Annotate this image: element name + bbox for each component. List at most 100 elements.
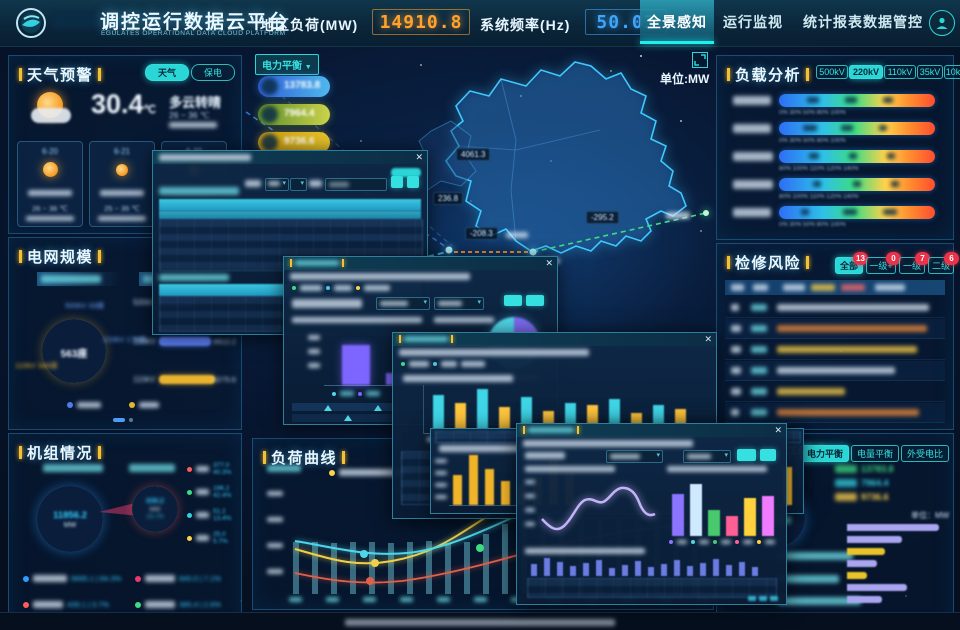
- risk-row[interactable]: [725, 403, 945, 423]
- query-button[interactable]: [391, 176, 403, 188]
- nav-tab-reports[interactable]: 统计报表: [803, 14, 863, 30]
- close-icon[interactable]: ✕: [545, 258, 553, 268]
- forecast-date: 6-20: [41, 147, 58, 156]
- map-expand-icon[interactable]: [692, 52, 708, 68]
- close-icon[interactable]: ✕: [774, 425, 782, 435]
- app-subtitle: EGULATES OPERATIONAL DATA CLOUD PLATFORM: [101, 30, 286, 37]
- close-icon[interactable]: ✕: [415, 152, 423, 162]
- popup-titlebar[interactable]: [393, 333, 716, 346]
- data-table[interactable]: [527, 578, 777, 598]
- redacted-ytick: [525, 508, 535, 512]
- redacted-ytick: [308, 335, 320, 340]
- redacted-popup-subtitle: [523, 440, 693, 447]
- sun-icon: [116, 164, 128, 176]
- query-button[interactable]: [504, 295, 522, 306]
- popup-select[interactable]: [606, 450, 663, 463]
- risk-row[interactable]: [725, 361, 945, 381]
- region-load-label: 地区负荷(MW): [260, 17, 359, 33]
- weather-tab-power[interactable]: 保电: [191, 64, 235, 81]
- risk-badge: 7: [915, 252, 930, 265]
- pill-icon: [261, 106, 278, 123]
- risk-filter-l1[interactable]: 一级 7: [899, 252, 930, 274]
- nav-active-underline: [640, 41, 714, 44]
- redacted-ytick: [525, 480, 535, 484]
- redacted-popup-subtitle: [290, 273, 470, 280]
- voltage-tab-110[interactable]: 110kV: [884, 65, 916, 79]
- redacted-station-name: [506, 232, 528, 238]
- nav-tab-panorama[interactable]: 全景感知: [640, 0, 714, 44]
- grid-nodes: [445, 210, 709, 256]
- user-icon: [936, 17, 948, 29]
- reset-button[interactable]: [760, 449, 776, 461]
- close-icon[interactable]: ✕: [704, 334, 712, 344]
- popup-select[interactable]: [434, 297, 484, 310]
- side-legend-item: 25.0 5.7%: [187, 531, 228, 545]
- pagination[interactable]: [748, 596, 778, 601]
- popup-titlebar[interactable]: [153, 151, 427, 164]
- voltage-tab-500[interactable]: 500kV: [816, 65, 848, 79]
- load-analysis-panel: 负载分析 500kV 220kV 110kV 35kV 10kV 0% 30% …: [716, 55, 960, 240]
- redacted-section-label: [403, 375, 513, 382]
- popup-titlebar[interactable]: [284, 257, 557, 270]
- map-pill-provincial[interactable]: 13783.8: [258, 76, 330, 97]
- risk-row[interactable]: [725, 340, 945, 360]
- popup-toolbar[interactable]: [401, 361, 485, 367]
- bar-220kv: [159, 337, 211, 346]
- risk-row[interactable]: [725, 319, 945, 339]
- voltage-tab-35[interactable]: 35kV: [917, 65, 943, 79]
- reset-button[interactable]: [526, 295, 544, 306]
- weather-tab-weather[interactable]: 天气: [145, 64, 189, 81]
- risk-filter-all[interactable]: 全部 13: [835, 252, 868, 274]
- balance-tab-power[interactable]: 电力平衡: [801, 445, 849, 462]
- search-input[interactable]: [325, 178, 387, 191]
- day-select[interactable]: [290, 178, 307, 191]
- popup-toolbar[interactable]: [292, 285, 390, 291]
- user-avatar[interactable]: [929, 10, 955, 36]
- header: 调控运行数据云平台 EGULATES OPERATIONAL DATA CLOU…: [0, 0, 960, 47]
- balance-unit: 单位：MW: [911, 511, 950, 520]
- balance-tab-energy[interactable]: 电量平衡: [851, 445, 899, 462]
- bottom-legend-item: 385.4 | 2.6%: [135, 600, 221, 609]
- bar-value: 4912.2: [213, 337, 236, 346]
- redacted-wind: [26, 216, 74, 221]
- nav-tab-monitoring[interactable]: 运行监视: [723, 14, 783, 30]
- forecast-date: 6-21: [113, 147, 130, 156]
- popup-link-button[interactable]: [391, 168, 421, 177]
- redacted-info-line: [434, 317, 494, 323]
- map-balance-dropdown[interactable]: 电力平衡 ▼: [255, 54, 319, 75]
- pager-dot[interactable]: [129, 418, 133, 422]
- reset-button[interactable]: [407, 176, 419, 188]
- donut-connector: [99, 502, 139, 516]
- voltage-tab-10[interactable]: 10kV: [944, 65, 960, 79]
- pager-dot-active[interactable]: [113, 418, 125, 422]
- map-pill-dispatch[interactable]: 9736.6: [258, 132, 330, 153]
- nav-tab-data-admin[interactable]: 数据管控: [863, 14, 923, 30]
- units-panel-title: 机组情况: [19, 442, 102, 463]
- current-temperature: 30.4℃: [91, 89, 156, 119]
- popup-line-chart: [541, 486, 656, 531]
- popup-titlebar[interactable]: [517, 424, 786, 437]
- balance-tab-external[interactable]: 外受电比: [901, 445, 949, 462]
- month-select[interactable]: [265, 178, 289, 191]
- pill-icon: [261, 78, 278, 95]
- province-shape: [444, 61, 687, 254]
- query-button[interactable]: [737, 449, 756, 461]
- redacted-ytick: [308, 363, 320, 368]
- table-subheader-band: [159, 211, 421, 219]
- donut-center-value: 563座: [60, 349, 88, 360]
- risk-row[interactable]: [725, 382, 945, 402]
- popup-select[interactable]: [376, 297, 430, 310]
- risk-filter-l2[interactable]: 二级 6: [928, 252, 959, 274]
- popup-tag: [290, 259, 344, 267]
- ring-label-500: 500kV 33座: [65, 301, 105, 310]
- ticker-bar: [0, 612, 960, 630]
- risk-filter-l1plus[interactable]: 一级+ 0: [866, 252, 901, 274]
- risk-row[interactable]: [725, 298, 945, 318]
- ring-label-220: 220kV 176座: [103, 335, 147, 344]
- redacted-label: [245, 180, 261, 187]
- bottom-legend-item: 439.1 | 3.7%: [23, 600, 109, 609]
- map-pill-local[interactable]: 7964.4: [258, 104, 330, 125]
- voltage-tab-220[interactable]: 220kV: [849, 65, 883, 79]
- popup-select[interactable]: [683, 450, 731, 463]
- bar-row-label: 500kV: [133, 298, 156, 307]
